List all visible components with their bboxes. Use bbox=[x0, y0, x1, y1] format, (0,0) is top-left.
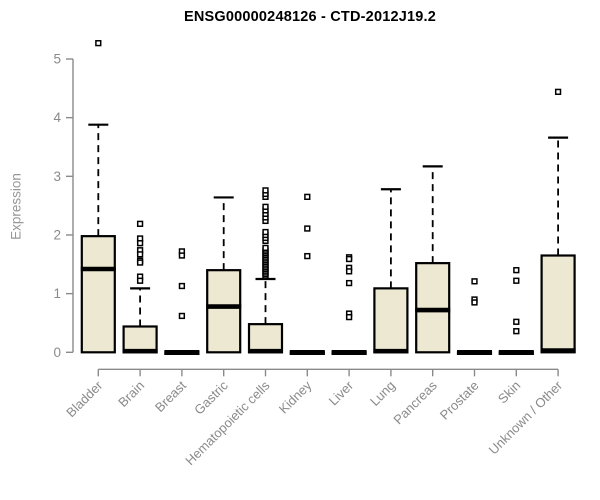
outlier-point bbox=[345, 313, 353, 321]
outlier-point bbox=[304, 252, 311, 260]
outlier-point bbox=[513, 267, 520, 274]
x-tick-label: Kidney bbox=[276, 377, 315, 416]
x-tick-label: Lung bbox=[367, 378, 398, 409]
outlier-point bbox=[262, 187, 269, 194]
outlier-point bbox=[262, 244, 269, 252]
outlier-point bbox=[554, 88, 562, 95]
outlier-point bbox=[345, 279, 353, 287]
box bbox=[122, 325, 158, 354]
outlier-point bbox=[178, 252, 186, 259]
outlier-point bbox=[345, 268, 353, 275]
outlier-point bbox=[95, 40, 102, 47]
x-tick-label: Breast bbox=[152, 378, 189, 415]
x-tick-label: Pancreas bbox=[390, 377, 440, 427]
x-tick-label: Skin bbox=[495, 378, 523, 406]
outlier-point bbox=[304, 193, 311, 201]
x-tick-label: Bladder bbox=[63, 377, 106, 420]
outlier-point bbox=[136, 220, 144, 227]
y-tick-label: 0 bbox=[53, 345, 61, 360]
outlier-point bbox=[136, 277, 144, 284]
chart-title: ENSG00000248126 - CTD-2012J19.2 bbox=[183, 9, 437, 25]
outlier-point bbox=[471, 299, 478, 306]
outlier-point bbox=[262, 228, 269, 236]
box bbox=[373, 287, 409, 354]
x-tick-label: Gastric bbox=[191, 377, 231, 417]
box bbox=[247, 323, 284, 354]
outlier-point bbox=[471, 278, 478, 285]
x-tick-label: Brain bbox=[115, 378, 147, 410]
x-tick-label: Unknown / Other bbox=[486, 377, 566, 457]
outlier-point bbox=[304, 225, 311, 232]
box bbox=[540, 254, 576, 354]
y-tick-label: 4 bbox=[53, 110, 61, 125]
outlier-point bbox=[136, 259, 144, 266]
outlier-point bbox=[136, 251, 144, 258]
outlier-point bbox=[178, 312, 186, 320]
outlier-point bbox=[513, 277, 520, 284]
y-tick-label: 3 bbox=[53, 169, 61, 184]
outlier-point bbox=[136, 240, 144, 247]
box bbox=[415, 262, 451, 354]
outlier-point bbox=[513, 318, 520, 325]
y-tick-label: 2 bbox=[53, 227, 61, 242]
outlier-point bbox=[262, 203, 269, 210]
x-tick-label: Liver bbox=[326, 377, 357, 408]
y-tick-label: 5 bbox=[53, 52, 61, 67]
outlier-point bbox=[513, 328, 520, 335]
outlier-point bbox=[345, 255, 353, 263]
y-tick-label: 1 bbox=[53, 286, 61, 301]
outlier-point bbox=[178, 282, 186, 290]
box bbox=[206, 269, 242, 354]
x-tick-label: Prostate bbox=[437, 378, 482, 423]
box bbox=[80, 235, 116, 354]
